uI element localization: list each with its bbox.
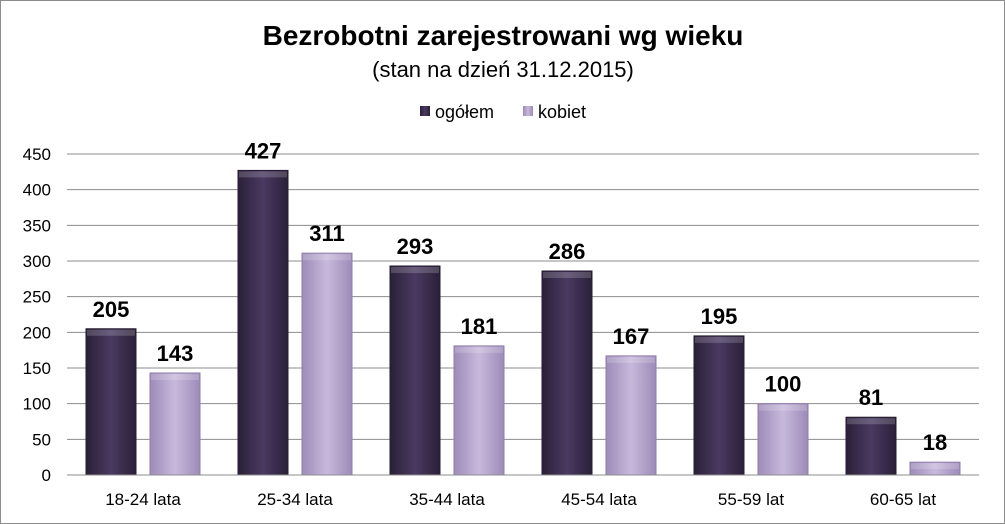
- data-label: 286: [549, 239, 586, 264]
- bars: [85, 169, 961, 476]
- x-category-label: 25-34 lata: [257, 490, 333, 509]
- bar-highlight: [847, 418, 895, 425]
- bar-highlight: [391, 266, 439, 273]
- bar-kobiet: [149, 372, 201, 476]
- data-label: 181: [461, 314, 498, 339]
- bar-ogolem: [541, 270, 593, 476]
- data-label: 293: [397, 234, 434, 259]
- data-label: 311: [309, 221, 345, 246]
- bar-ogolem: [693, 335, 745, 476]
- legend-swatch-kobiet: [523, 106, 533, 116]
- data-label: 205: [93, 297, 130, 322]
- bar-highlight: [759, 404, 807, 411]
- bar-highlight: [911, 463, 959, 470]
- bar-highlight: [151, 373, 199, 380]
- bar-highlight: [543, 271, 591, 278]
- bar-ogolem: [845, 416, 897, 476]
- chart-title: Bezrobotni zarejestrowani wg wieku: [263, 20, 744, 51]
- legend-swatch-ogolem: [420, 106, 430, 116]
- legend-label-kobiet: kobiet: [538, 102, 586, 122]
- y-tick-label: 50: [32, 430, 51, 449]
- data-label: 427: [245, 138, 282, 163]
- x-category-label: 60-65 lat: [870, 490, 936, 509]
- gridlines: [67, 153, 979, 440]
- x-category-label: 55-59 lat: [718, 490, 784, 509]
- bar-highlight: [695, 336, 743, 343]
- y-tick-label: 300: [23, 252, 51, 271]
- y-tick-label: 150: [23, 359, 51, 378]
- x-category-label: 45-54 lata: [561, 490, 637, 509]
- bar-ogolem: [389, 265, 441, 476]
- legend-label-ogolem: ogółem: [435, 102, 494, 122]
- bar-highlight: [303, 254, 351, 261]
- data-label: 167: [613, 324, 650, 349]
- y-tick-label: 200: [23, 323, 51, 342]
- data-label: 100: [765, 372, 802, 397]
- y-tick-label: 450: [23, 145, 51, 164]
- bar-kobiet: [757, 403, 809, 476]
- bar-highlight: [87, 329, 135, 336]
- data-label: 195: [701, 304, 738, 329]
- bar-highlight: [239, 171, 287, 178]
- y-tick-label: 250: [23, 288, 51, 307]
- chart-subtitle: (stan na dzień 31.12.2015): [372, 57, 634, 82]
- y-axis-ticks: 0 50 100 150 200 250 300 350 400 450: [23, 145, 51, 485]
- y-tick-label: 400: [23, 181, 51, 200]
- y-tick-label: 350: [23, 216, 51, 235]
- bar-kobiet: [605, 355, 657, 476]
- y-tick-label: 0: [42, 466, 51, 485]
- x-category-label: 35-44 lata: [409, 490, 485, 509]
- data-label: 18: [923, 430, 947, 455]
- y-tick-label: 100: [23, 395, 51, 414]
- data-label: 81: [859, 385, 883, 410]
- legend: ogółem kobiet: [420, 102, 586, 122]
- data-label: 143: [157, 341, 194, 366]
- bar-ogolem: [85, 328, 137, 476]
- bar-kobiet: [453, 345, 505, 476]
- x-axis-categories: 18-24 lata 25-34 lata 35-44 lata 45-54 lata…: [105, 490, 936, 509]
- bar-highlight: [455, 346, 503, 353]
- bar-highlight: [607, 356, 655, 363]
- data-labels: 205 143 427 311 293 181 286 167 195 100 81 18: [93, 138, 948, 455]
- x-category-label: 18-24 lata: [105, 490, 181, 509]
- bar-kobiet: [301, 252, 353, 476]
- bar-ogolem: [237, 169, 289, 476]
